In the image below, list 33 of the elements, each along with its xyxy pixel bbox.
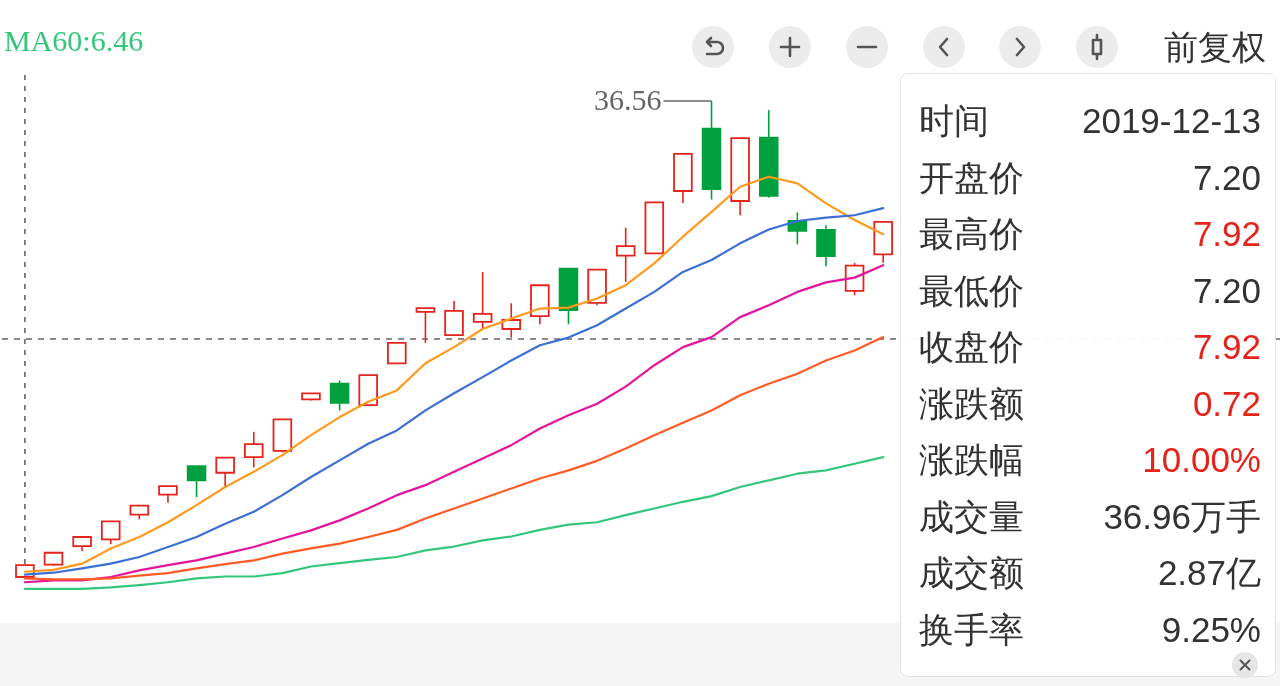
annotation: 36.96万手 (1103, 496, 1261, 537)
annotation: 7.20 (1192, 157, 1261, 198)
annotation: 7.20 (1192, 270, 1261, 311)
candlestick (329, 379, 350, 412)
annotation: 成交额 (919, 553, 1024, 593)
annotation: 收盘价 (919, 327, 1024, 367)
candlestick (215, 456, 235, 488)
candlestick (415, 307, 436, 344)
annotation: 2.87亿 (1157, 553, 1261, 593)
annotation: 开盘价 (919, 157, 1024, 198)
annotation: 成交量 (919, 496, 1024, 537)
annotation: 10.00% (1142, 440, 1261, 480)
candlestick (501, 302, 522, 339)
text: 换手率 (919, 609, 1024, 649)
text: 前复权 (1164, 27, 1266, 68)
candlestick (387, 341, 407, 365)
candlestick (100, 520, 121, 545)
annotation: 36.56 (594, 83, 662, 117)
annotation: 2019-12-13 (1081, 101, 1261, 141)
candlestick (244, 431, 264, 469)
candlestick (615, 226, 636, 283)
text: MA60:6.46 (4, 24, 144, 57)
annotation: 涨跌额 (919, 383, 1024, 424)
annotation: 时间 (919, 101, 989, 141)
annotation: 最低价 (919, 270, 1024, 311)
annotation: 7.92 (1192, 327, 1261, 367)
candlestick (472, 271, 493, 330)
annotation: 涨跌幅 (919, 440, 1024, 480)
annotation: 最高价 (919, 214, 1024, 254)
annotation: 0.72 (1192, 383, 1261, 424)
candlestick (186, 465, 207, 498)
text: 9.25% (1161, 609, 1261, 649)
annotation: 7.92 (1192, 214, 1261, 254)
